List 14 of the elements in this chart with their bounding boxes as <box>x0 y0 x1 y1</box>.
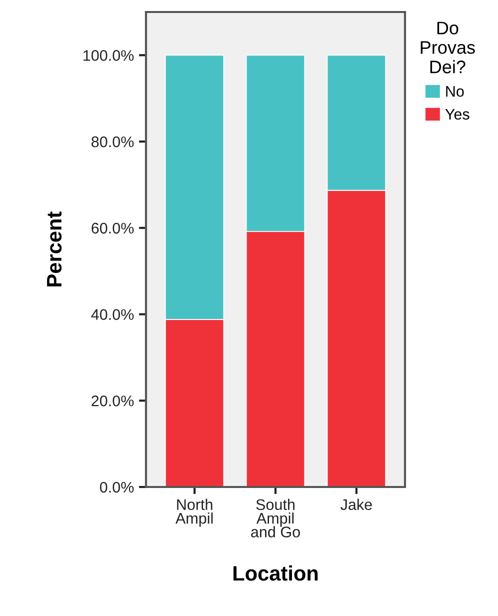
y-tick-label: 40.0% <box>91 309 134 320</box>
y-tick-label: 80.0% <box>92 136 134 148</box>
y-tick-label: 20.0% <box>92 396 134 406</box>
legend-label: Yes <box>445 108 470 120</box>
y-tick-label: 100.0% <box>84 50 134 61</box>
y-tick-label: 60.0% <box>92 222 134 234</box>
y-tick-label: 0.0% <box>100 482 134 493</box>
x-axis-title: Location <box>233 565 318 581</box>
x-tick-label: North Ampil <box>175 498 213 527</box>
legend-title: Do Provas Dei? <box>420 22 475 74</box>
x-tick-label: South Ampil and Go <box>251 498 300 538</box>
y-axis-title: Percent <box>47 212 62 286</box>
x-tick-label: Jake <box>340 498 372 510</box>
legend-label: No <box>446 86 464 97</box>
